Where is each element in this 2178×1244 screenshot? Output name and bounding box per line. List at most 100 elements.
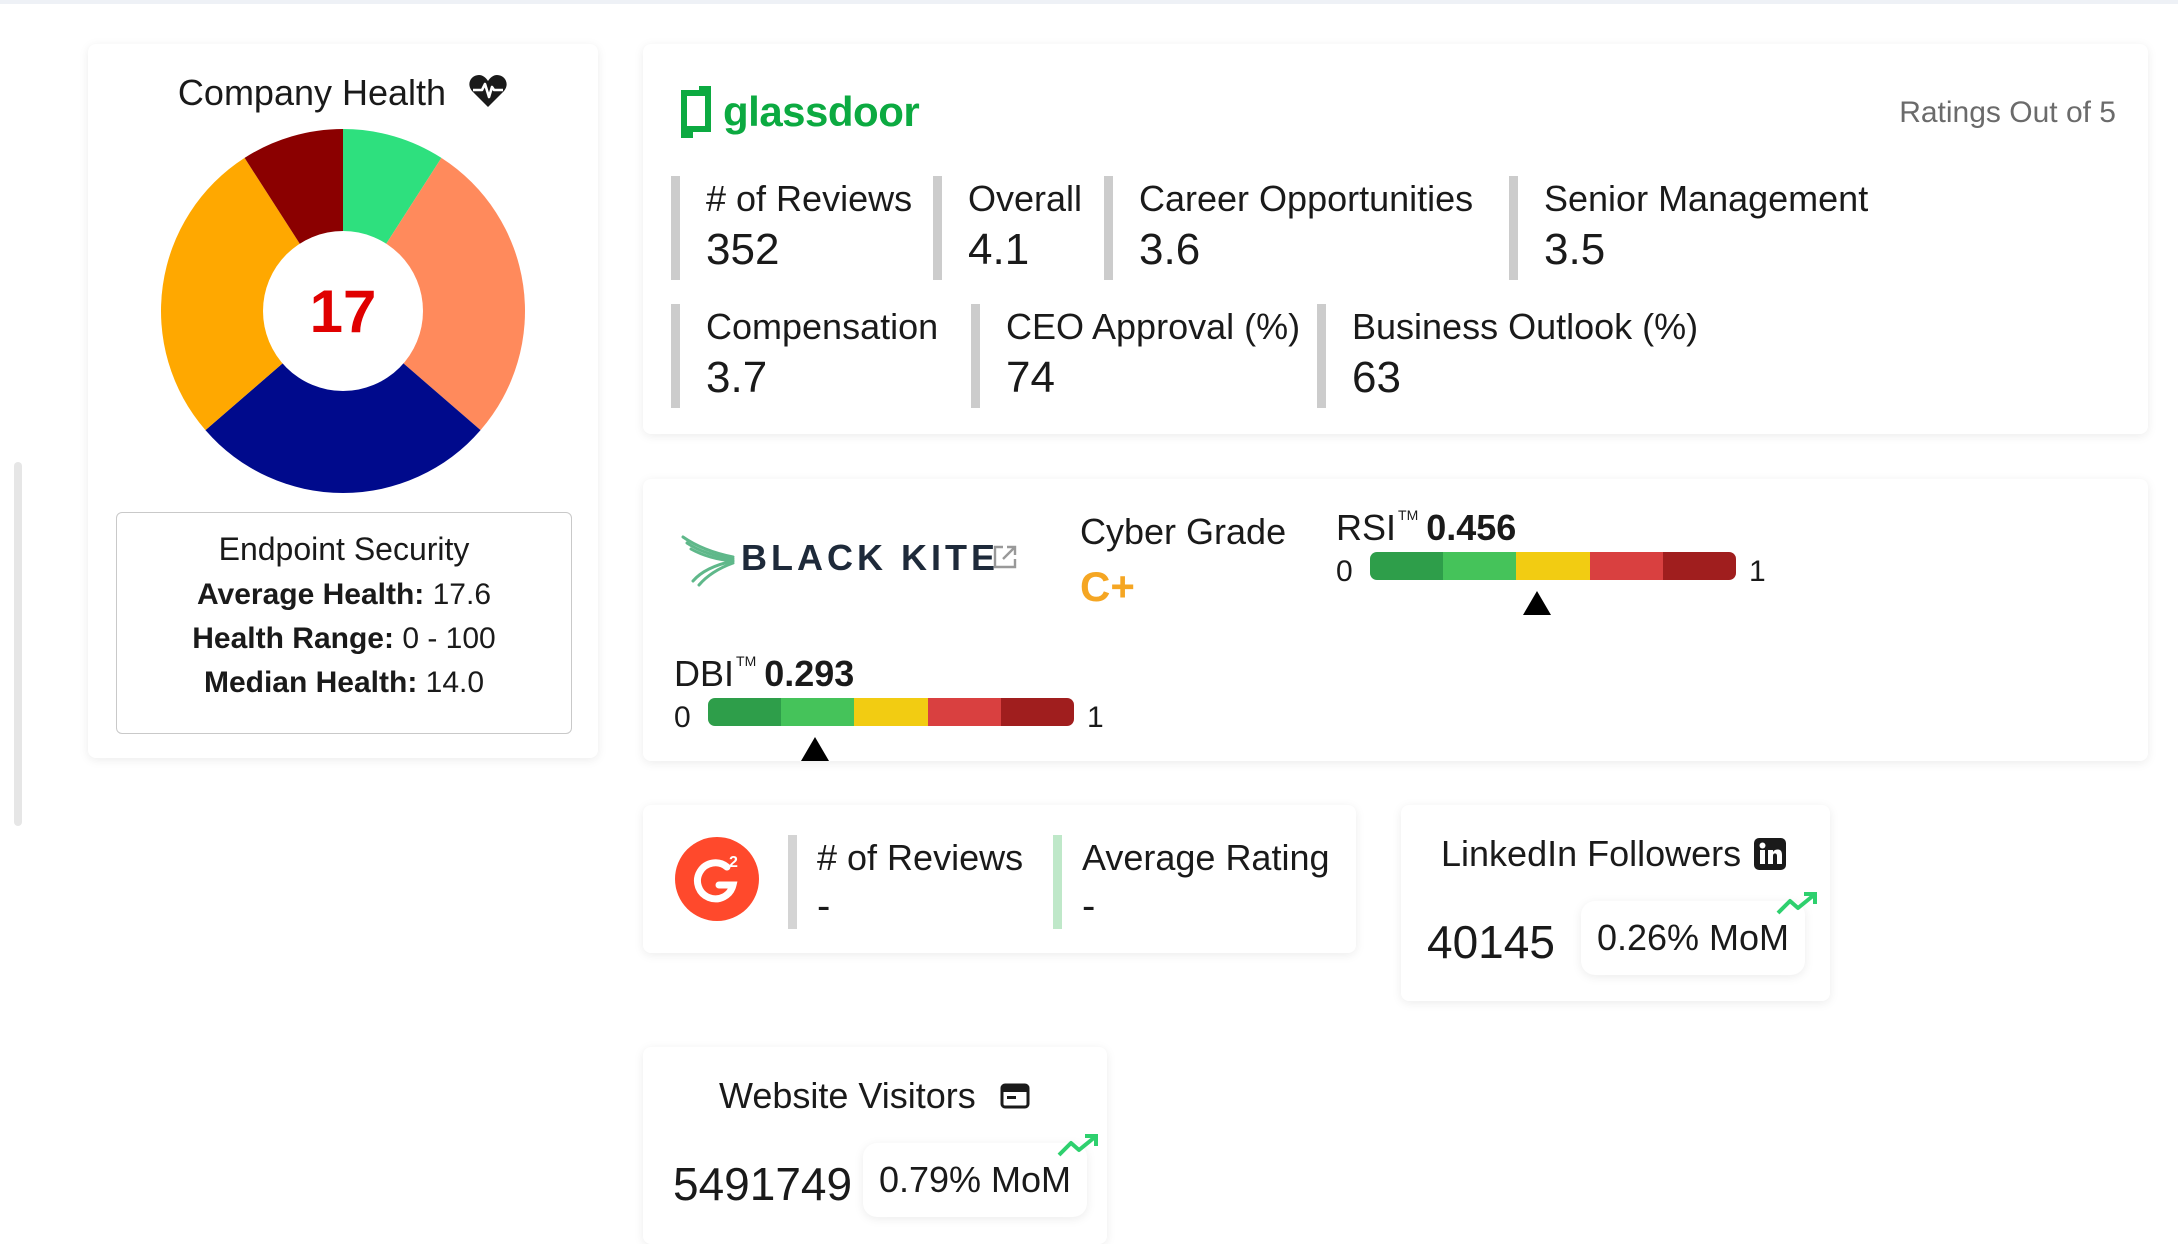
website-mom-badge: 0.79% MoM	[863, 1143, 1087, 1217]
metric-business-outlook: Business Outlook (%) 63	[1317, 304, 1698, 408]
g2-reviews: # of Reviews -	[788, 835, 1023, 929]
health-score: 17	[310, 278, 377, 345]
g2-reviews-label: # of Reviews	[817, 837, 1024, 878]
browser-window-icon	[1000, 1083, 1030, 1109]
linkedin-title: LinkedIn Followers	[1441, 833, 1742, 874]
rsi-label-text: RSI	[1336, 507, 1397, 548]
metric-value: 74	[1006, 353, 1055, 402]
metric-value: 4.1	[968, 225, 1030, 274]
endpoint-security-title: Endpoint Security	[218, 531, 470, 567]
company-health-card: Company Health 17 Endpoint Security Aver…	[88, 44, 598, 758]
metric-label: Senior Management	[1544, 178, 1869, 219]
website-visitor-count: 5491749	[673, 1158, 853, 1210]
linkedin-follower-count: 40145	[1427, 916, 1555, 968]
metric-compensation: Compensation 3.7	[671, 304, 938, 408]
rsi-gauge-segment-1	[1443, 552, 1517, 580]
metric-label: # of Reviews	[706, 178, 913, 219]
rsi-gauge-segment-0	[1370, 552, 1444, 580]
median-health-value: 14.0	[425, 666, 485, 699]
rsi-marker	[1522, 591, 1551, 615]
health-donut-chart: 17	[160, 129, 525, 493]
external-link-icon[interactable]	[991, 543, 1019, 571]
metric-label: Business Outlook (%)	[1352, 306, 1699, 347]
website-visitors-card: Website Visitors 5491749 0.79% MoM	[643, 1047, 1107, 1244]
health-range-row: Health Range: 0 - 100	[117, 622, 571, 656]
donut-segment-2	[205, 311, 481, 493]
dbi-max: 1	[1087, 701, 1104, 734]
rsi-value: 0.456	[1426, 507, 1517, 548]
metric-label: Career Opportunities	[1139, 178, 1474, 219]
glassdoor-logo: glassdoor	[677, 84, 920, 144]
dbi-marker	[801, 737, 830, 761]
ratings-note: Ratings Out of 5	[1899, 96, 2116, 129]
rsi-gauge-segment-3	[1589, 552, 1663, 580]
metric-value: 3.7	[706, 353, 768, 402]
health-range-value: 0 - 100	[402, 622, 496, 655]
rsi-max: 1	[1749, 555, 1766, 588]
donut-segment-3	[160, 157, 343, 431]
metric-label: Overall	[968, 178, 1083, 219]
scrollbar[interactable]	[14, 462, 22, 826]
metric-reviews: # of Reviews 352	[671, 176, 912, 280]
dbi-gauge-bar	[708, 698, 1074, 726]
kite-bird-icon	[681, 535, 735, 587]
metric-value: 3.5	[1544, 225, 1606, 274]
company-health-title: Company Health	[88, 72, 598, 114]
metric-value: 352	[706, 225, 780, 274]
metric-senior-management: Senior Management 3.5	[1509, 176, 1868, 280]
top-divider	[0, 0, 2178, 4]
dbi-min: 0	[674, 701, 691, 734]
g2-rating-value: -	[1082, 884, 1096, 928]
dbi-label-text: DBI	[674, 653, 735, 694]
glassdoor-logo-text: glassdoor	[723, 88, 920, 135]
median-health-label: Median Health:	[203, 666, 418, 699]
dbi-gauge-segment-1	[781, 698, 855, 726]
health-range-label: Health Range:	[192, 622, 394, 655]
average-health-value: 17.6	[432, 578, 492, 611]
blackkite-logo-text: BLACK KITE	[741, 537, 999, 578]
cyber-grade-label: Cyber Grade	[1080, 511, 1287, 552]
linkedin-followers-card: LinkedIn Followers 40145 0.26% MoM	[1401, 805, 1830, 1001]
endpoint-security-box: Endpoint Security Average Health: 17.6 H…	[116, 512, 572, 734]
linkedin-icon	[1754, 838, 1786, 870]
rsi-min: 0	[1336, 555, 1353, 588]
metric-career-opportunities: Career Opportunities 3.6	[1104, 176, 1473, 280]
trend-up-icon	[1776, 892, 1817, 915]
metric-label: Compensation	[706, 306, 939, 347]
dbi-gauge-segment-3	[927, 698, 1001, 726]
trend-up-icon	[1057, 1134, 1098, 1157]
dbi-gauge-segment-0	[708, 698, 782, 726]
median-health-row: Median Health: 14.0	[117, 666, 571, 700]
svg-text:2: 2	[729, 854, 738, 871]
metric-ceo-approval: CEO Approval (%) 74	[971, 304, 1300, 408]
company-health-title-text: Company Health	[177, 72, 447, 113]
rsi-label: RSI TM 0.456	[1336, 507, 1516, 549]
g2-logo-icon: 2	[675, 837, 759, 921]
dbi-gauge-segment-2	[854, 698, 928, 726]
g2-card: 2 # of Reviews - Average Rating -	[643, 805, 1356, 953]
metric-label: CEO Approval (%)	[1006, 306, 1301, 347]
average-health-label: Average Health:	[196, 578, 425, 611]
website-title: Website Visitors	[719, 1075, 976, 1116]
rsi-gauge-segment-2	[1516, 552, 1590, 580]
metric-overall: Overall 4.1	[933, 176, 1082, 280]
cyber-grade-value: C+	[1080, 563, 1135, 610]
blackkite-card: BLACK KITE Cyber Grade C+ RSI TM 0.456 0 1…	[643, 479, 2148, 761]
glassdoor-door-icon	[681, 86, 711, 138]
blackkite-logo[interactable]: BLACK KITE	[679, 529, 1039, 589]
g2-rating-label: Average Rating	[1082, 837, 1330, 878]
glassdoor-card: glassdoor Ratings Out of 5 # of Reviews …	[643, 44, 2148, 434]
rsi-gauge-segment-4	[1662, 552, 1736, 580]
rsi-gauge-bar	[1370, 552, 1736, 580]
g2-reviews-value: -	[817, 884, 831, 928]
heart-pulse-icon	[469, 75, 507, 107]
dbi-label: DBI TM 0.293	[674, 653, 854, 695]
linkedin-mom-badge: 0.26% MoM	[1581, 901, 1805, 975]
dbi-tm: TM	[736, 653, 757, 669]
dbi-gauge-segment-4	[1000, 698, 1074, 726]
metric-value: 63	[1352, 353, 1401, 402]
average-health-row: Average Health: 17.6	[117, 578, 571, 612]
g2-average-rating: Average Rating -	[1053, 835, 1330, 929]
donut-segment-1	[343, 157, 525, 431]
metric-value: 3.6	[1139, 225, 1201, 274]
